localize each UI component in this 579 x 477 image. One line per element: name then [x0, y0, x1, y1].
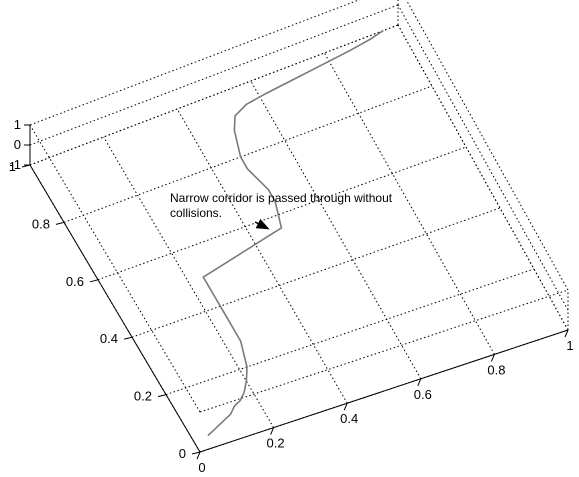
x-axis-line	[199, 329, 569, 453]
grid-line-x	[323, 52, 495, 355]
x-tick-label: 0.4	[340, 411, 358, 426]
box-top-edge	[199, 289, 569, 413]
y-tick-label: 0.8	[32, 216, 50, 231]
grid-line-y	[165, 268, 535, 396]
grid-line-x	[250, 80, 422, 380]
y-tick-mark	[55, 221, 65, 225]
x-tick-label: 0.6	[414, 387, 432, 402]
x-tick-label: 0	[198, 460, 205, 475]
grid-line-x	[176, 108, 348, 404]
y-tick-label: 1	[9, 159, 16, 174]
x-tick-mark	[417, 378, 422, 386]
y-axis-line	[29, 164, 201, 453]
grid-line-y	[63, 85, 433, 223]
x-tick-mark	[270, 427, 275, 435]
annotation-arrow	[254, 218, 270, 230]
y-tick-label: 0	[179, 446, 186, 461]
floor-back-edge	[29, 24, 399, 166]
y-tick-label: 0.4	[100, 331, 118, 346]
box-top-edge	[29, 0, 360, 126]
box-top-edge	[29, 124, 201, 413]
x-axis-ticks: 0 0.2 0.4 0.6 0.8 1	[196, 329, 574, 475]
y-axis-ticks: 0 0.2 0.4 0.6 0.8 1	[9, 159, 201, 461]
z-tick-label: 0	[14, 137, 21, 152]
box-mid-edge	[29, 4, 399, 146]
grid-line-y	[131, 207, 501, 338]
y-tick-mark	[123, 336, 133, 340]
axes-box	[29, 0, 569, 413]
grid-line-y	[97, 146, 467, 281]
floor-right-edge	[397, 24, 569, 331]
box-top-edge	[405, 0, 569, 291]
axes	[29, 125, 569, 453]
x-tick-mark	[343, 403, 348, 411]
y-tick-mark	[191, 451, 201, 455]
z-tick-label: -1	[9, 157, 21, 172]
grid	[29, 24, 569, 453]
x-tick-label: 0.2	[267, 436, 285, 451]
x-tick-label: 1	[566, 338, 573, 353]
x-tick-label: 0.8	[487, 362, 505, 377]
z-tick-label: 1	[14, 117, 21, 132]
x-tick-mark	[564, 329, 569, 338]
z-axis-ticks: 1 0 -1	[9, 117, 30, 172]
annotation-text: Narrow corridor is passed through withou…	[170, 191, 393, 205]
annotation: Narrow corridor is passed through withou…	[170, 191, 393, 230]
annotation-text: collisions.	[170, 206, 222, 220]
y-tick-mark	[157, 394, 167, 398]
series-layer	[202, 29, 384, 437]
grid-line-x	[103, 136, 275, 428]
y-tick-mark	[89, 279, 99, 283]
trajectory-series-line	[202, 29, 384, 437]
x-tick-mark	[490, 354, 495, 362]
y-tick-label: 0.2	[134, 389, 152, 404]
box-mid-edge	[397, 4, 569, 311]
x-tick-mark	[196, 451, 201, 460]
y-tick-label: 0.6	[66, 274, 84, 289]
